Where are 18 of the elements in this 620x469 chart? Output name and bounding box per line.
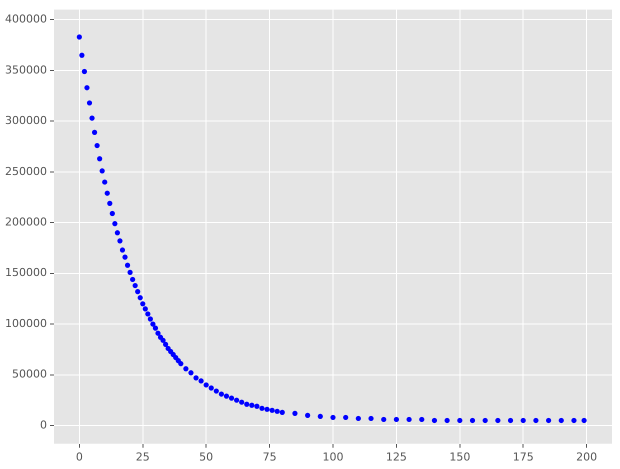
y-tick-label: 150000: [4, 266, 47, 280]
x-tick-label: 75: [262, 450, 277, 464]
y-tick-label: 200000: [4, 216, 47, 228]
y-tick-label: 400000: [4, 12, 47, 26]
x-tick-label: 0: [76, 450, 83, 464]
y-tick-label: 50000: [12, 368, 47, 381]
x-tick-label: 25: [136, 450, 150, 464]
y-tick-label: 0: [40, 418, 47, 432]
x-tick-label: 50: [199, 450, 214, 464]
x-tick-label: 200: [576, 450, 598, 464]
x-tick-label: 125: [386, 450, 407, 464]
x-tick-label: 100: [322, 450, 344, 464]
y-tick-label: 300000: [4, 114, 47, 128]
y-tick-label: 350000: [4, 63, 47, 76]
x-tick-label: 150: [449, 450, 470, 464]
y-tick-label: 100000: [4, 316, 47, 330]
x-tick-label: 175: [512, 450, 534, 464]
y-tick-label: 250000: [4, 164, 47, 178]
